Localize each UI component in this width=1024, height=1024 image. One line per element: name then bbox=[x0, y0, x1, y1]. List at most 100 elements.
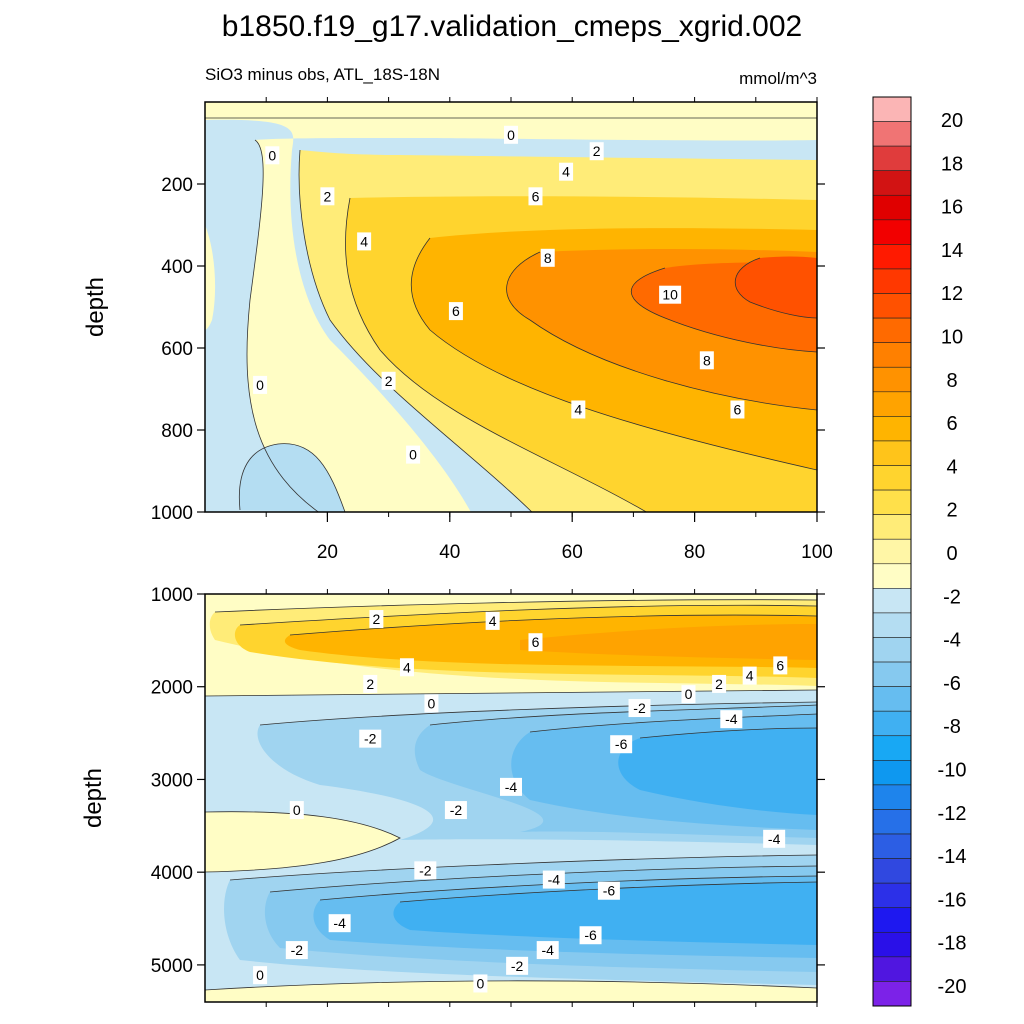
colorbar-box bbox=[872, 219, 912, 245]
subtitle-right: mmol/m^3 bbox=[739, 69, 817, 88]
colorbar-box bbox=[872, 735, 912, 761]
bottom-panel: depth 1000 2000 3000 4000 5000 2 4 6 4 2 6 4 2 0 0 -2 -… bbox=[80, 585, 825, 1007]
top-contour-label: 2 bbox=[593, 143, 601, 159]
bottom-contour-label: -2 bbox=[364, 731, 377, 747]
bottom-contour-label-bg bbox=[720, 710, 743, 729]
colorbar-box bbox=[872, 514, 912, 540]
top-x-tick-label: 20 bbox=[317, 542, 338, 563]
colorbar-box bbox=[872, 194, 912, 221]
bottom-contour-label: 2 bbox=[715, 676, 723, 692]
colorbar-box bbox=[872, 784, 912, 810]
top-y-tick-label: 200 bbox=[161, 175, 193, 196]
colorbar-label: 16 bbox=[941, 197, 963, 219]
colorbar-label: 20 bbox=[941, 110, 963, 132]
bottom-contour-label: 2 bbox=[372, 611, 380, 627]
top-contour-label: 4 bbox=[562, 164, 570, 180]
colorbar-label: -4 bbox=[943, 630, 961, 652]
top-contour-label: 8 bbox=[544, 250, 552, 266]
colorbar-box bbox=[872, 637, 912, 663]
top-contour-label-bg bbox=[265, 146, 280, 165]
colorbar-label: -8 bbox=[943, 716, 961, 738]
bottom-contour-label: -6 bbox=[603, 883, 616, 899]
bottom-contour-label: 0 bbox=[477, 975, 485, 991]
colorbar-box bbox=[872, 465, 912, 491]
top-contour-label: 2 bbox=[385, 373, 393, 389]
colorbar-label: 4 bbox=[946, 456, 957, 478]
bottom-contour-label-bg bbox=[399, 658, 414, 677]
top-contour-label: 4 bbox=[574, 402, 582, 418]
top-contour-label-bg bbox=[571, 400, 586, 419]
top-y-axis-label: depth bbox=[82, 277, 109, 337]
bottom-contour-label: -2 bbox=[291, 942, 304, 958]
colorbar-box bbox=[872, 170, 912, 196]
bottom-contour-label: -6 bbox=[584, 927, 597, 943]
colorbar-label: -12 bbox=[938, 803, 967, 825]
top-y-tick-label: 600 bbox=[161, 339, 193, 360]
colorbar-box bbox=[872, 710, 912, 737]
bottom-contour-label-bg bbox=[414, 861, 437, 880]
bottom-contour-fill bbox=[205, 594, 817, 1002]
bottom-contour-label: -2 bbox=[633, 700, 646, 716]
top-contour-label-bg bbox=[528, 187, 543, 206]
top-contour-label: 6 bbox=[734, 402, 742, 418]
top-x-tick-label: 40 bbox=[439, 542, 460, 563]
bottom-contour-label-bg bbox=[712, 674, 727, 693]
colorbar-box bbox=[872, 440, 912, 466]
top-contour-label-bg bbox=[448, 302, 463, 321]
bottom-contour-label: -4 bbox=[725, 711, 738, 727]
bottom-contour-label-bg bbox=[424, 694, 439, 713]
colorbar-box bbox=[872, 244, 912, 270]
bottom-contour-label: -2 bbox=[511, 958, 524, 974]
colorbar-label: 18 bbox=[941, 153, 963, 175]
colorbar-box bbox=[872, 342, 912, 368]
top-x-tick-label: 100 bbox=[801, 542, 833, 563]
subtitle-left: SiO3 minus obs, ATL_18S-18N bbox=[205, 65, 440, 84]
colorbar-label: 8 bbox=[946, 370, 957, 392]
colorbar-label: -2 bbox=[943, 586, 961, 608]
bottom-contour-label-bg bbox=[528, 633, 543, 652]
top-contour-label: 0 bbox=[507, 127, 515, 143]
bottom-contour-label: -4 bbox=[768, 831, 781, 847]
colorbar-frame bbox=[872, 96, 912, 1007]
colorbar-box bbox=[872, 391, 912, 417]
top-contour-label: 0 bbox=[256, 377, 264, 393]
colorbar-box bbox=[872, 563, 912, 589]
bottom-contour-label: 4 bbox=[746, 668, 754, 684]
bottom-contour-label-bg bbox=[681, 685, 696, 704]
colorbar-label: 2 bbox=[946, 500, 957, 522]
top-contour-label: 0 bbox=[409, 447, 417, 463]
bottom-contour-label-bg bbox=[763, 829, 786, 848]
colorbar-box bbox=[872, 293, 912, 319]
colorbar-box bbox=[872, 121, 912, 147]
colorbar-label: 12 bbox=[941, 283, 963, 305]
colorbar-box bbox=[872, 809, 912, 835]
top-contour-label-bg bbox=[357, 232, 372, 251]
top-y-tick-label: 800 bbox=[161, 421, 193, 442]
bottom-contour-label-bg bbox=[579, 926, 602, 945]
colorbar-box bbox=[872, 612, 912, 638]
colorbar-label: 6 bbox=[946, 413, 957, 435]
top-contour-label: 2 bbox=[324, 188, 332, 204]
colorbar-label: 0 bbox=[946, 543, 957, 565]
top-contour-labels: 0 2 4 6 8 10 0 2 4 6 0 2 4 8 6 0 bbox=[253, 125, 745, 464]
bottom-contour-label: -6 bbox=[615, 736, 628, 752]
bottom-contour-label-bg bbox=[773, 656, 788, 675]
colorbar-box bbox=[872, 686, 912, 712]
bottom-contour-label-bg bbox=[506, 956, 529, 975]
top-contour-label-bg bbox=[559, 162, 574, 181]
bottom-contour-label-bg bbox=[289, 801, 304, 820]
colorbar-box bbox=[872, 268, 912, 294]
bottom-y-tick-label: 2000 bbox=[151, 678, 193, 699]
bottom-contour-label-bg bbox=[328, 914, 351, 933]
colorbar-label: -20 bbox=[938, 976, 967, 998]
bottom-contour-label: 6 bbox=[776, 657, 784, 673]
top-contour-label-bg bbox=[320, 187, 335, 206]
colorbar-labels: 20181614121086420-2-4-6-8-10-12-14-16-18… bbox=[938, 110, 967, 998]
figure-title: b1850.f19_g17.validation_cmeps_xgrid.002 bbox=[222, 10, 802, 43]
bottom-contour-label-bg bbox=[542, 870, 565, 889]
top-contour-fill bbox=[205, 102, 817, 512]
bottom-contour-label: -4 bbox=[548, 872, 561, 888]
